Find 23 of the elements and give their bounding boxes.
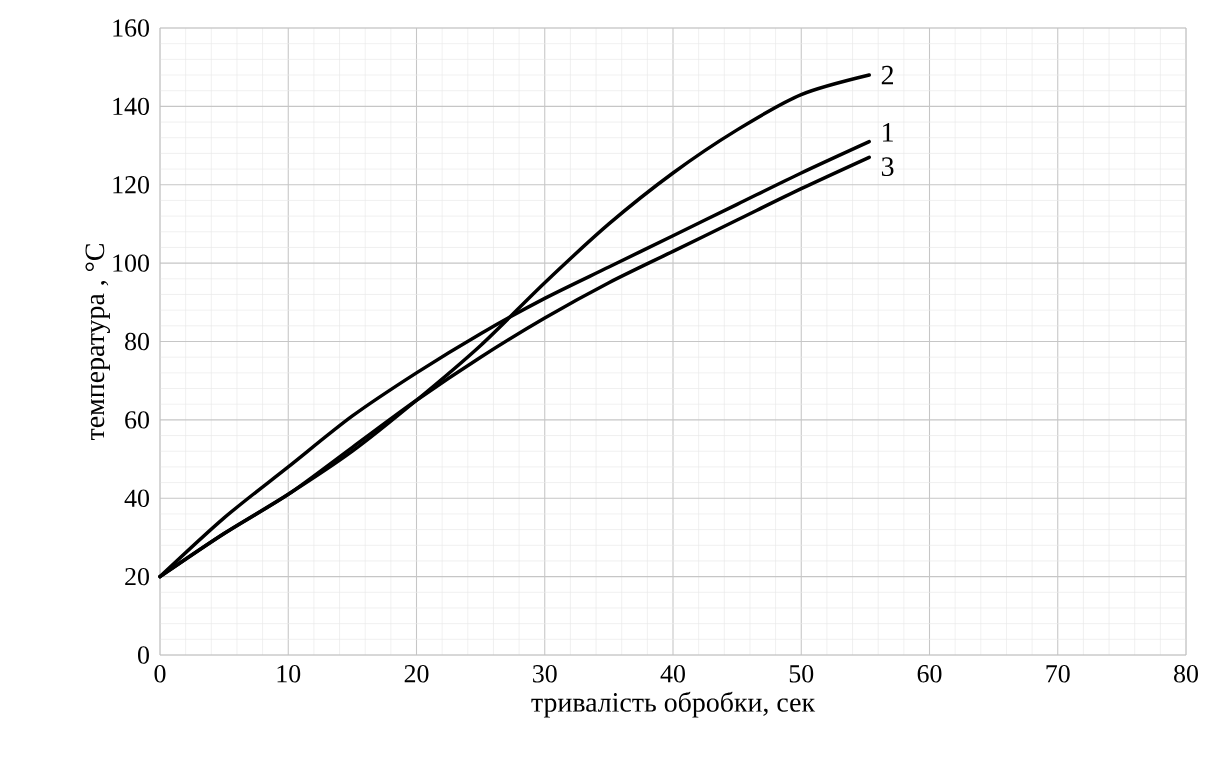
y-tick-label: 120 — [113, 176, 149, 194]
x-tick-label: 20 — [404, 665, 429, 683]
series-label: 3 — [881, 157, 894, 177]
y-tick-label: 60 — [125, 411, 149, 429]
y-tick-label: 160 — [113, 19, 149, 37]
y-tick-label: 140 — [113, 97, 149, 116]
y-axis-title: температура , °C — [85, 244, 110, 441]
y-tick-label: 20 — [125, 567, 149, 586]
x-tick-label: 0 — [154, 665, 166, 683]
series-label: 1 — [883, 123, 893, 142]
y-tick-label: 100 — [113, 254, 149, 272]
y-tick-label: 80 — [125, 332, 149, 351]
x-tick-label: 80 — [1174, 665, 1198, 683]
x-tick-label: 40 — [660, 665, 685, 683]
x-tick-label: 50 — [789, 665, 814, 683]
x-tick-label: 10 — [277, 665, 301, 683]
x-tick-label: 70 — [1046, 665, 1070, 683]
y-tick-label: 40 — [124, 489, 149, 507]
series-label: 2 — [881, 65, 893, 85]
x-tick-label: 60 — [917, 665, 942, 683]
x-tick-label: 30 — [533, 665, 557, 683]
y-tick-label: 0 — [138, 646, 149, 664]
x-axis-title: тривалість обробки, сек — [531, 691, 816, 718]
